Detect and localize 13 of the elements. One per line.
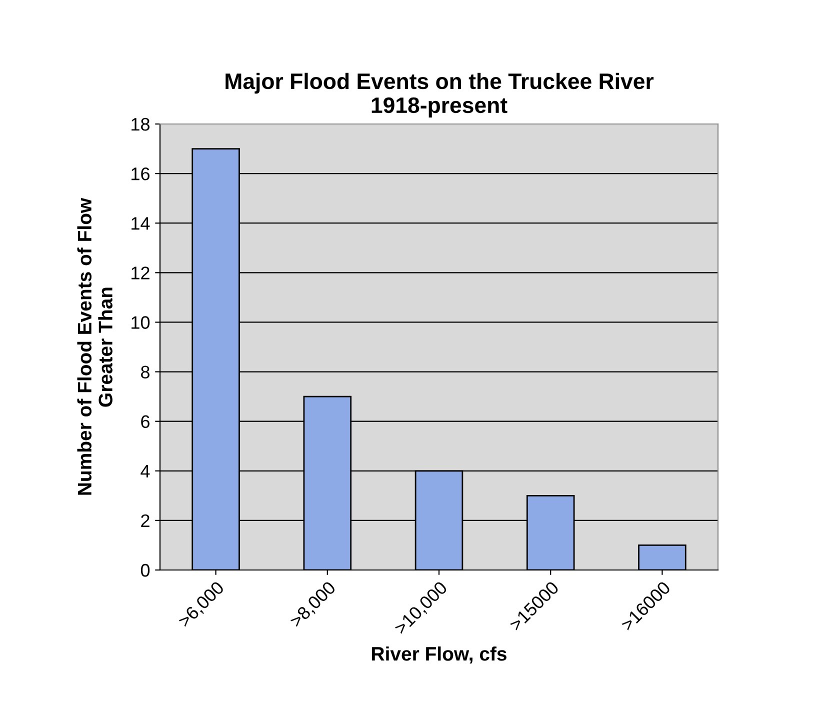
y-tick-label: 0 [140,564,150,577]
y-tick-label: 4 [140,465,150,478]
y-tick-label: 6 [141,415,150,428]
y-tick-label: 16 [132,167,150,180]
chart-title: Major Flood Events on the Truckee River 1918-present [226,72,654,118]
y-axis-title: Number of Flood Events of Flow Greater Than [77,198,112,495]
y-tick-label: 12 [132,266,150,280]
y-tick-label: 8 [141,366,150,378]
y-tick-label: 18 [132,118,150,131]
y-tick-label: 14 [132,217,150,230]
y-tick-label: 2 [141,514,150,527]
y-tick-label: 10 [132,316,150,329]
x-axis-title: River Flow, cfs [372,646,506,664]
